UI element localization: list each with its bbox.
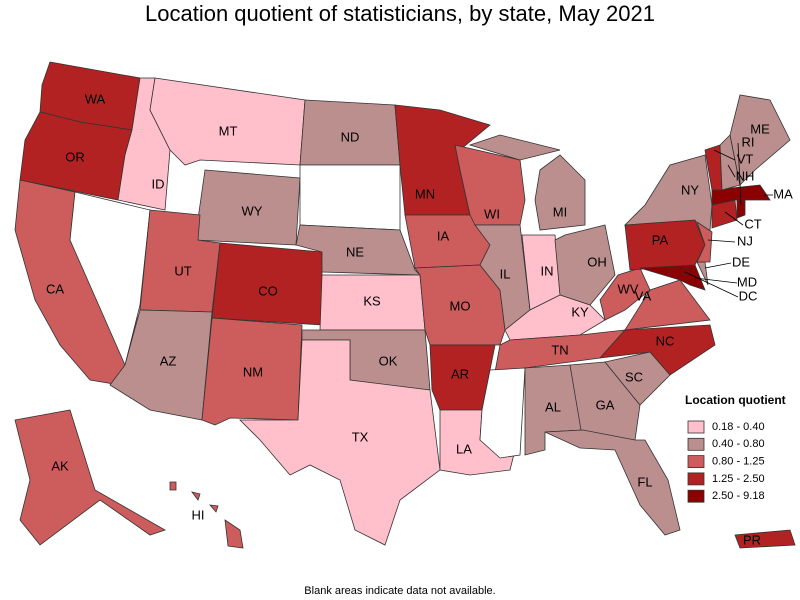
state-label: TX (352, 429, 369, 444)
state-label: ME (750, 121, 770, 136)
state-label: WA (85, 91, 106, 106)
legend: 0.18 - 0.40 0.40 - 0.80 0.80 - 1.25 1.25 - … (687, 420, 765, 503)
state-shape (69, 191, 151, 367)
state-label: PA (652, 232, 669, 247)
state-label: DE (732, 254, 750, 269)
map-title: Location quotient of statisticians, by s… (145, 1, 655, 26)
state-label: NC (656, 333, 675, 348)
leader-line (707, 239, 736, 243)
leader-line (737, 142, 742, 206)
state-shape (299, 164, 401, 231)
state-label: CO (258, 283, 278, 298)
state-label: PR (743, 532, 761, 547)
legend-swatch (687, 455, 705, 469)
state-label: IA (437, 228, 450, 243)
leader-line (724, 211, 744, 226)
state-label: ND (341, 129, 360, 144)
state-label: MO (450, 298, 471, 313)
state-shape (201, 317, 303, 426)
legend-title: Location quotient (685, 393, 786, 407)
state-shape (295, 224, 421, 276)
state-shape (734, 529, 796, 549)
state-label: HI (192, 507, 205, 522)
state-label: MT (219, 123, 238, 138)
state-shape (474, 224, 531, 331)
state-label: NM (243, 364, 263, 379)
state-label: AR (451, 366, 469, 381)
state-label: OK (379, 353, 398, 368)
state-shape (711, 184, 771, 206)
leader-line (713, 149, 736, 161)
state-label: FL (637, 474, 652, 489)
leader-line (694, 277, 738, 284)
state-label: IN (541, 263, 554, 278)
state-shape (149, 77, 306, 166)
state-label: WV (618, 281, 639, 296)
state-label: SC (625, 369, 643, 384)
state-label: UT (174, 263, 191, 278)
state-label: LA (456, 441, 472, 456)
state-label: MD (737, 274, 757, 289)
state-shape (14, 409, 166, 546)
state-label: AK (51, 458, 69, 473)
state-label: RI (742, 134, 755, 149)
leader-line (684, 271, 739, 298)
state-shape (169, 481, 244, 549)
states (14, 61, 796, 549)
state-label: VA (635, 288, 652, 303)
state-label: KY (571, 304, 589, 319)
state-label: CA (46, 281, 64, 296)
state-shape (109, 309, 213, 421)
state-label: ID (152, 176, 165, 191)
state-label: CT (744, 216, 761, 231)
state-label: TN (551, 342, 568, 357)
state-shape (569, 361, 641, 443)
state-label: DC (739, 288, 758, 303)
state-label: OH (587, 254, 607, 269)
legend-swatch (687, 472, 705, 486)
state-label: NH (736, 168, 755, 183)
state-label: OR (65, 149, 85, 164)
state-labels: WA OR CA ID MT WY UT AZ CO NM ND NE KS OK TX MN IA MO AR LA… (46, 91, 793, 547)
state-label: WY (242, 203, 263, 218)
state-label: VT (737, 151, 754, 166)
state-shape (599, 267, 651, 321)
state-label: MN (415, 186, 435, 201)
state-shape (468, 134, 586, 231)
state-label: GA (596, 397, 615, 412)
state-label: NJ (737, 233, 753, 248)
footnote: Blank areas indicate data not available. (304, 585, 495, 597)
legend-label: 0.40 - 0.80 (712, 438, 765, 450)
state-label: IL (500, 266, 511, 281)
state-label: KS (363, 293, 381, 308)
legend-label: 0.18 - 0.40 (712, 421, 765, 433)
state-label: AZ (160, 353, 177, 368)
leader-line (727, 164, 736, 178)
legend-label: 2.50 - 9.18 (712, 490, 765, 502)
state-label: NE (346, 244, 364, 259)
state-shape (239, 339, 441, 546)
state-label: MA (773, 186, 793, 201)
legend-label: 0.80 - 1.25 (712, 456, 765, 468)
legend-swatch (687, 489, 705, 503)
legend-swatch (687, 420, 705, 434)
state-shape (544, 429, 681, 536)
state-label: NY (681, 182, 699, 197)
leader-line (704, 262, 732, 269)
state-shape (696, 221, 713, 263)
legend-swatch (687, 437, 705, 451)
state-label: WI (484, 206, 500, 221)
legend-label: 1.25 - 2.50 (712, 473, 765, 485)
state-label: MI (553, 204, 567, 219)
state-label: AL (545, 399, 561, 414)
